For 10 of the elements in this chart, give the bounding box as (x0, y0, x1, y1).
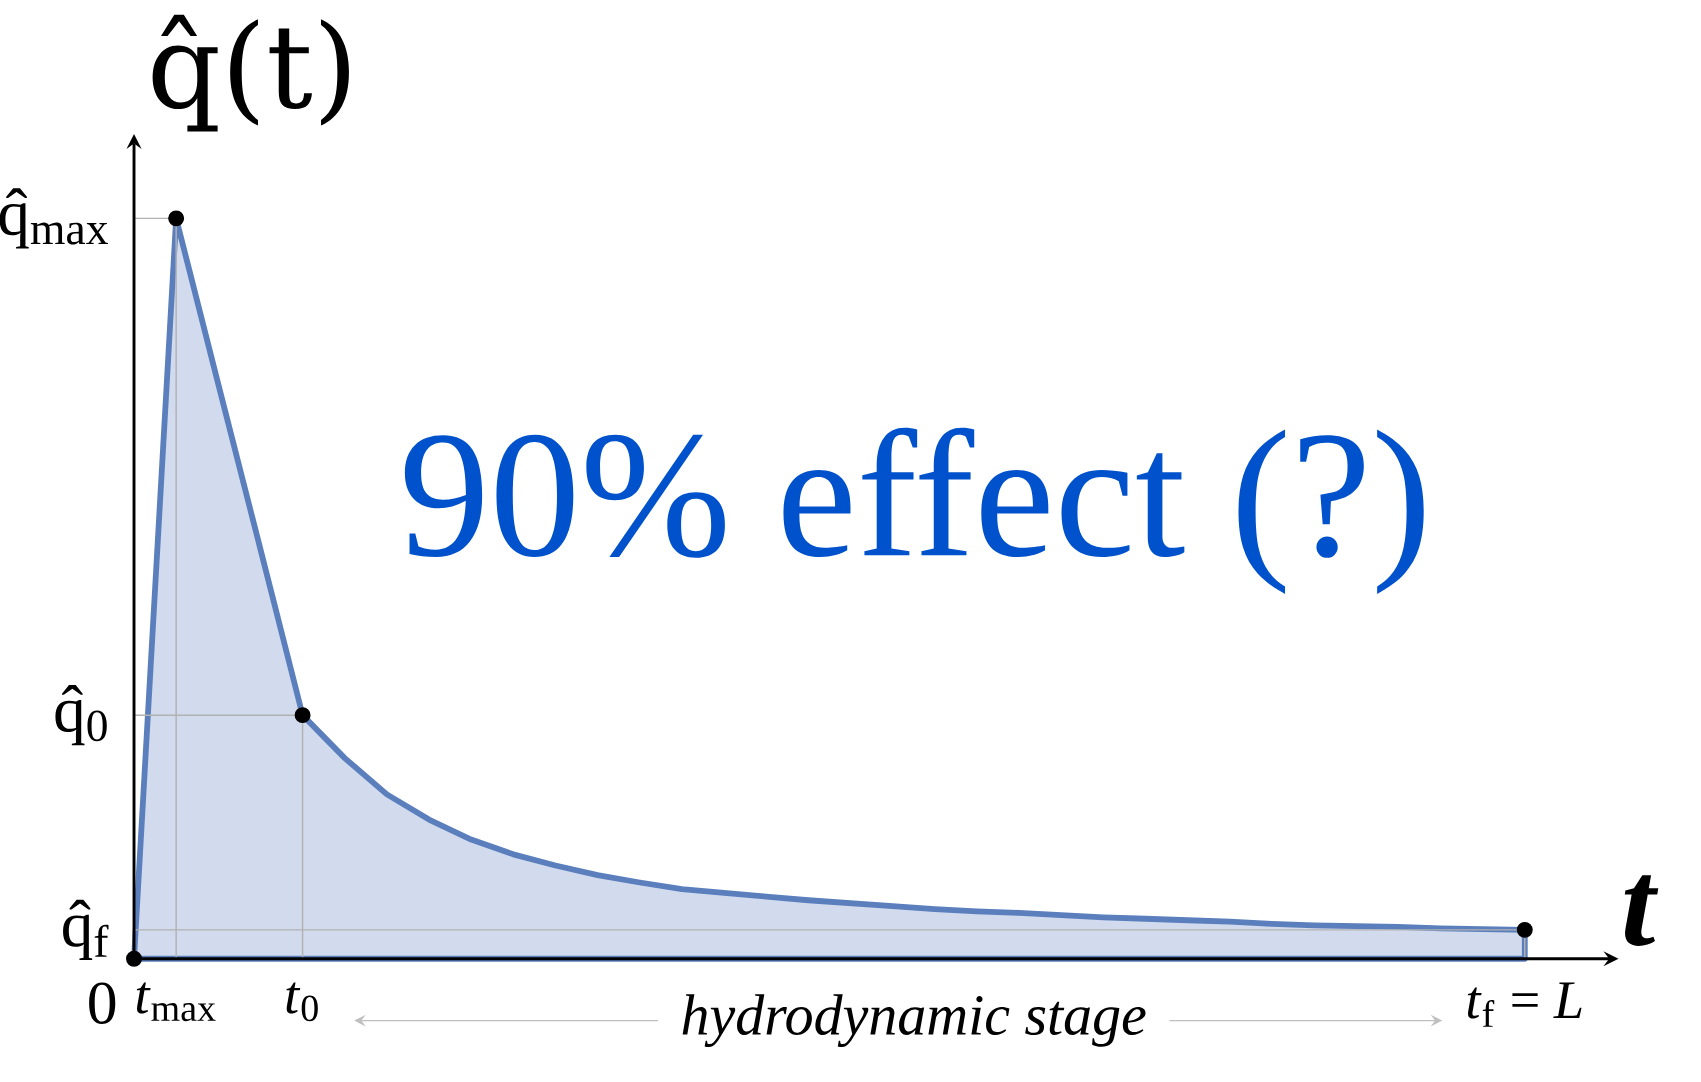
text: hydrodynamic stage (682, 994, 1146, 1047)
text: q̂$_{f}$ (63, 899, 109, 960)
y-axis-title: q̂(t) (152, 14, 349, 132)
x-tick-label: t$_{0}$ (286, 982, 318, 1022)
text: 0 (89, 982, 116, 1024)
text: q̂$_{max}$ (0, 187, 108, 249)
x-tick-label: t$_{max}$ (136, 982, 216, 1022)
text: q̂$_{0}$ (55, 684, 107, 746)
x-axis-title: t (1624, 875, 1659, 946)
x-tick-label: t$_{f}$ = L (1467, 982, 1582, 1027)
